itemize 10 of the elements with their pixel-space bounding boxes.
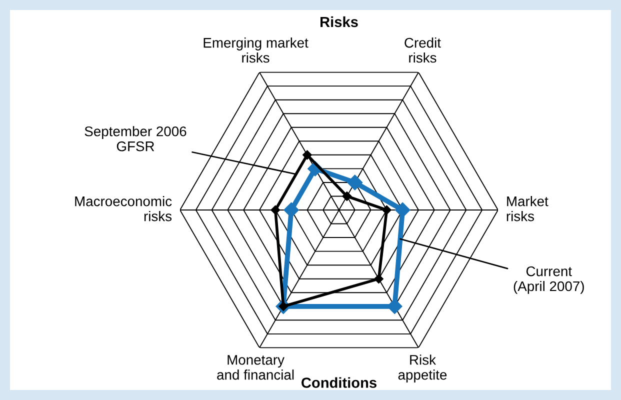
spoke-label: Monetary and financial (217, 355, 294, 380)
text: Risks (320, 16, 358, 28)
spoke-label: Market risks (506, 196, 548, 222)
text: Conditions (302, 377, 376, 388)
spoke-label: Credit risks (404, 38, 441, 63)
spoke-label: Emerging market risks (204, 38, 308, 63)
spoke-label: Risk appetite (398, 354, 447, 382)
text: Current (April 2007) (514, 266, 584, 294)
spoke-label: Macroeconomic risks (75, 196, 172, 222)
text: September 2006 GFSR (84, 126, 186, 152)
